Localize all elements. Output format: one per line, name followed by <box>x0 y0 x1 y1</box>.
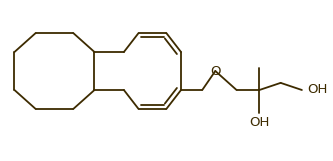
Text: OH: OH <box>249 116 270 129</box>
Text: O: O <box>210 65 220 77</box>
Text: OH: OH <box>307 84 327 96</box>
